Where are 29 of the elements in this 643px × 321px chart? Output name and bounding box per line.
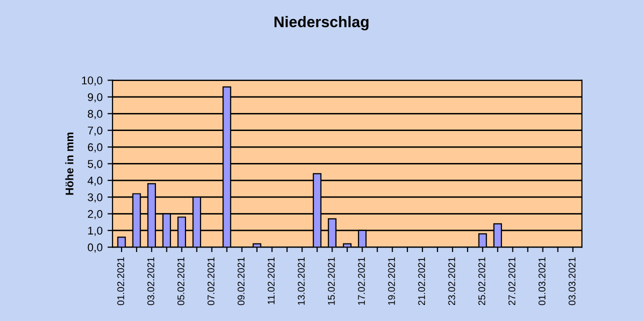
y-tick-label: 10,0: [82, 76, 102, 86]
x-tick-label: 11.02.2021: [268, 257, 275, 304]
y-tick-label: 6,0: [88, 143, 102, 152]
chart-title: Niederschlag: [274, 16, 368, 30]
y-tick-label: 8,0: [88, 110, 102, 120]
x-tick-label: 17.02.2021: [358, 257, 365, 305]
x-tick-label: 21.02.2021: [418, 257, 426, 306]
x-tick-label: 01.03.2021: [538, 257, 546, 306]
y-tick-label: 1,0: [88, 226, 102, 236]
x-tick-label: 27.02.2021: [508, 257, 516, 306]
y-tick-label: 0,0: [88, 243, 102, 253]
x-tick-label: 09.02.2021: [238, 257, 245, 306]
y-tick-label: 4,0: [88, 176, 102, 186]
y-tick-label: 3,0: [88, 193, 102, 203]
y-tick-label: 2,0: [88, 210, 102, 220]
x-tick-label: 03.02.2021: [147, 257, 154, 306]
x-tick-label: 23.02.2021: [448, 257, 456, 306]
x-tick-label: 05.02.2021: [177, 257, 184, 306]
y-tick-label: 5,0: [88, 160, 102, 170]
x-tick-label: 13.02.2021: [298, 257, 305, 305]
x-tick-label: 25.02.2021: [478, 257, 486, 306]
y-tick-label: 7,0: [88, 126, 102, 136]
x-tick-label: 01.02.2021: [117, 257, 124, 306]
y-tick-label: 9,0: [88, 93, 102, 102]
x-tick-label: 03.03.2021: [568, 257, 576, 306]
x-tick-label: 07.02.2021: [208, 257, 214, 306]
y-axis-title: Höhe in mm: [65, 132, 74, 195]
x-tick-label: 15.02.2021: [328, 257, 335, 305]
x-tick-label: 19.02.2021: [388, 257, 395, 305]
